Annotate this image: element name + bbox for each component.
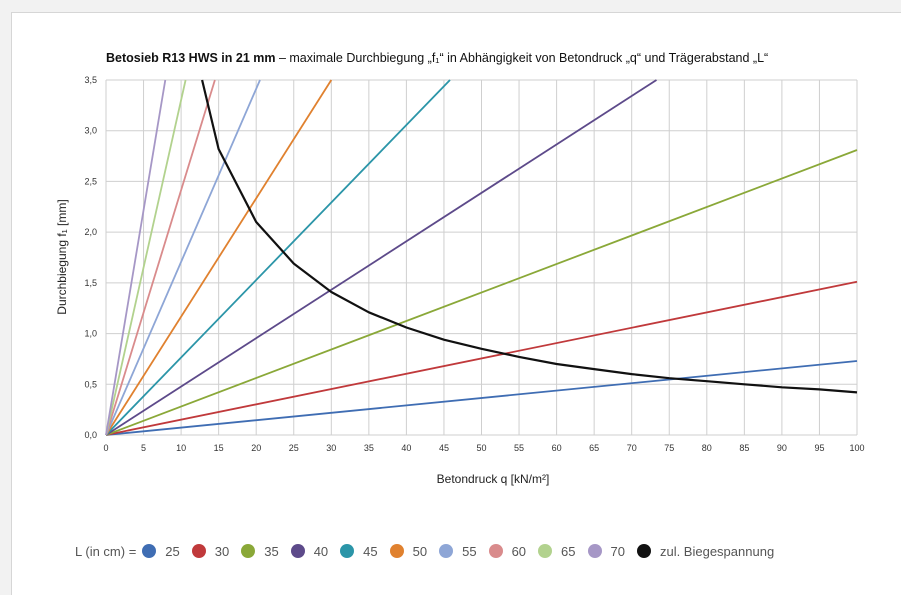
x-tick-label: 20	[251, 443, 261, 453]
chart-card: Betosieb R13 HWS in 21 mm – maximale Dur…	[11, 12, 901, 595]
y-tick-label: 2,0	[84, 227, 97, 237]
x-tick-label: 10	[176, 443, 186, 453]
x-tick-label: 100	[849, 443, 864, 453]
series-line-40	[105, 79, 657, 436]
legend-swatch	[538, 544, 553, 558]
legend-label: 25	[165, 543, 180, 559]
y-tick-label: 1,0	[84, 329, 97, 339]
series-line-35	[105, 149, 858, 436]
legend-label: 40	[313, 543, 329, 559]
legend-label: 70	[610, 543, 625, 559]
legend-swatch	[340, 544, 355, 558]
x-tick-label: 0	[103, 443, 108, 453]
x-tick-label: 90	[777, 443, 787, 453]
series-line-30	[105, 280, 858, 436]
series-line-60	[105, 79, 216, 436]
legend: L (in cm) = 25 30 35 40 45 50 55 60 65 70 zul. Bie…	[75, 542, 786, 560]
x-tick-label: 65	[589, 443, 599, 453]
y-tick-label: 0,5	[84, 379, 97, 389]
legend-item: 50	[389, 543, 428, 559]
legend-title: L (in cm) =	[75, 543, 137, 559]
x-tick-label: 85	[739, 443, 749, 453]
legend-item: zul. Biegespannung	[636, 543, 775, 559]
legend-swatch	[389, 544, 404, 558]
legend-swatch	[142, 544, 157, 558]
legend-items: 25 30 35 40 45 50 55 60 65 70 zul. Biegespannung	[142, 544, 786, 559]
legend-label: 30	[214, 543, 230, 559]
legend-label: 60	[511, 543, 527, 559]
legend-label: 50	[412, 543, 428, 559]
x-tick-label: 70	[627, 443, 637, 453]
y-tick-label: 1,5	[84, 278, 97, 288]
x-tick-label: 55	[514, 443, 524, 453]
legend-swatch	[488, 544, 503, 558]
x-tick-label: 30	[326, 443, 336, 453]
legend-item: 60	[488, 543, 527, 559]
legend-item: 30	[191, 543, 230, 559]
y-tick-label: 3,0	[84, 126, 97, 136]
chart-title-rest: – maximale Durchbiegung „f₁“ in Abhängig…	[276, 51, 769, 65]
x-tick-label: 60	[552, 443, 562, 453]
series-line-70	[105, 79, 167, 436]
legend-label: zul. Biegespannung	[659, 543, 775, 559]
x-tick-label: 35	[364, 443, 374, 453]
legend-item: 40	[290, 543, 329, 559]
series-line-65	[105, 79, 187, 436]
x-axis-label: Betondruck q [kN/m²]	[437, 472, 550, 486]
x-tick-label: 95	[814, 443, 824, 453]
legend-swatch	[191, 544, 206, 558]
chart-title: Betosieb R13 HWS in 21 mm – maximale Dur…	[106, 51, 768, 65]
legend-swatch	[587, 544, 602, 558]
legend-item: 35	[241, 543, 279, 559]
legend-label: 65	[561, 543, 576, 559]
x-tick-label: 25	[289, 443, 299, 453]
x-tick-label: 5	[141, 443, 146, 453]
legend-item: 45	[340, 543, 378, 559]
chart: Betosieb R13 HWS in 21 mm – maximale Dur…	[55, 51, 865, 486]
x-tick-label: 15	[214, 443, 224, 453]
series-line-55	[105, 79, 261, 436]
y-tick-label: 0,0	[84, 430, 97, 440]
legend-swatch	[439, 544, 454, 558]
x-tick-label: 80	[702, 443, 712, 453]
legend-swatch	[241, 544, 256, 558]
series-line-50	[105, 79, 333, 436]
y-axis-label: Durchbiegung f₁ [mm]	[55, 199, 69, 314]
series-line-45	[105, 79, 451, 436]
series-group	[105, 79, 858, 436]
series-line-zul-biegespannung	[201, 79, 858, 394]
legend-swatch	[290, 544, 305, 558]
legend-label: 55	[462, 543, 477, 559]
legend-item: 55	[439, 543, 477, 559]
legend-label: 45	[363, 543, 378, 559]
legend-swatch	[636, 544, 651, 558]
x-tick-label: 45	[439, 443, 449, 453]
legend-item: 70	[587, 543, 625, 559]
x-tick-label: 50	[476, 443, 486, 453]
ticks: 0 5 10 15 20 25 30 35 40 45 50 55 60 65 70 75 80 85 90 95 10…	[84, 75, 864, 453]
chart-title-bold: Betosieb R13 HWS in 21 mm	[106, 51, 276, 65]
x-tick-label: 40	[401, 443, 411, 453]
legend-label: 35	[264, 543, 279, 559]
x-tick-label: 75	[664, 443, 674, 453]
y-tick-label: 2,5	[84, 176, 97, 186]
legend-item: 65	[538, 543, 576, 559]
y-tick-label: 3,5	[84, 75, 97, 85]
series-line-25	[105, 360, 858, 436]
legend-item: 25	[142, 543, 180, 559]
